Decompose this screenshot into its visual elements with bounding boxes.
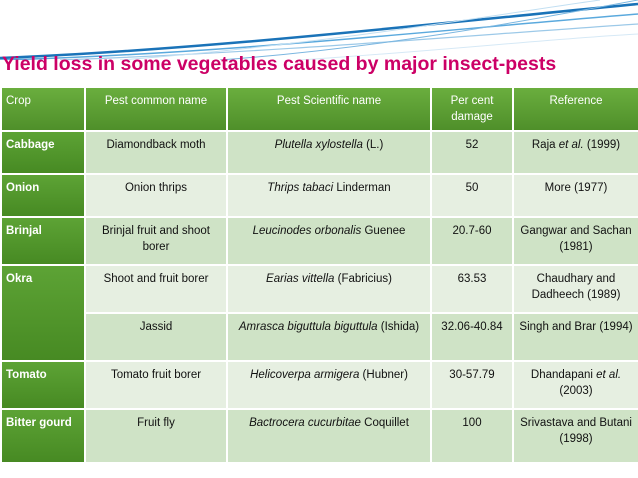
table-row: Brinjal Brinjal fruit and shoot borer Le… xyxy=(2,218,638,264)
table-row: Jassid Amrasca biguttula biguttula (Ishi… xyxy=(2,314,638,360)
pest-scientific-cell: Bactrocera cucurbitae Coquillet xyxy=(228,410,430,462)
reference-text: Dhandapani xyxy=(530,369,597,381)
table-row: Tomato Tomato fruit borer Helicoverpa ar… xyxy=(2,362,638,408)
table-row: Onion Onion thrips Thrips tabaci Linderm… xyxy=(2,175,638,216)
reference-cell: Dhandapani et al. (2003) xyxy=(514,362,638,408)
pest-common-cell: Tomato fruit borer xyxy=(86,362,226,408)
header-pest-scientific-name: Pest Scientific name xyxy=(228,88,430,130)
pest-scientific-cell: Amrasca biguttula biguttula (Ishida) xyxy=(228,314,430,360)
header-pest-common-name: Pest common name xyxy=(86,88,226,130)
reference-et-al: et al. xyxy=(596,369,622,381)
pest-common-cell: Brinjal fruit and shoot borer xyxy=(86,218,226,264)
scientific-name-italic: Bactrocera cucurbitae xyxy=(249,417,361,429)
damage-cell: 32.06-40.84 xyxy=(432,314,512,360)
reference-cell: Gangwar and Sachan (1981) xyxy=(514,218,638,264)
pest-common-cell: Onion thrips xyxy=(86,175,226,216)
reference-cell: Singh and Brar (1994) xyxy=(514,314,638,360)
crop-cell: Okra xyxy=(2,266,84,360)
reference-cell: Raja et al. (1999) xyxy=(514,132,638,173)
scientific-name-authority: Linderman xyxy=(333,182,391,194)
scientific-name-italic: Plutella xylostella xyxy=(274,139,363,151)
scientific-name-authority: (Fabricius) xyxy=(334,273,392,285)
reference-text: Srivastava and Butani (1998) xyxy=(520,417,632,445)
scientific-name-italic: Helicoverpa armigera xyxy=(250,369,360,381)
table-row: Okra Shoot and fruit borer Earias vittel… xyxy=(2,266,638,360)
scientific-name-italic: Amrasca biguttula biguttula xyxy=(238,321,378,333)
pest-common-cell: Fruit fly xyxy=(86,410,226,462)
pest-scientific-cell: Leucinodes orbonalis Guenee xyxy=(228,218,430,264)
reference-cell: Srivastava and Butani (1998) xyxy=(514,410,638,462)
scientific-name-authority: (Hubner) xyxy=(359,369,408,381)
reference-text: Chaudhary and Dadheech (1989) xyxy=(531,273,621,301)
damage-cell: 50 xyxy=(432,175,512,216)
scientific-name-authority: (L.) xyxy=(362,139,384,151)
scientific-name-authority: (Ishida) xyxy=(377,321,420,333)
damage-cell: 52 xyxy=(432,132,512,173)
reference-year: (2003) xyxy=(559,385,593,397)
header-per-cent-damage: Per cent damage xyxy=(432,88,512,130)
pest-common-cell: Diamondback moth xyxy=(86,132,226,173)
header-crop: Crop xyxy=(2,88,84,130)
scientific-name-authority: Guenee xyxy=(361,225,406,237)
pest-scientific-cell: Plutella xylostella (L.) xyxy=(228,132,430,173)
crop-cell: Cabbage xyxy=(2,132,84,173)
crop-cell: Tomato xyxy=(2,362,84,408)
scientific-name-italic: Earias vittella xyxy=(266,273,335,285)
yield-loss-table: Crop Pest common name Pest Scientific na… xyxy=(0,86,638,464)
scientific-name-italic: Thrips tabaci xyxy=(267,182,334,194)
reference-et-al: et al. xyxy=(558,139,584,151)
table-row: Cabbage Diamondback moth Plutella xylost… xyxy=(2,132,638,173)
reference-text: Gangwar and Sachan (1981) xyxy=(520,225,632,253)
pest-scientific-cell: Helicoverpa armigera (Hubner) xyxy=(228,362,430,408)
crop-cell: Onion xyxy=(2,175,84,216)
damage-cell: 20.7-60 xyxy=(432,218,512,264)
reference-cell: Chaudhary and Dadheech (1989) xyxy=(514,266,638,312)
damage-cell: 63.53 xyxy=(432,266,512,312)
damage-cell: 100 xyxy=(432,410,512,462)
pest-common-cell: Shoot and fruit borer xyxy=(86,266,226,312)
crop-cell: Brinjal xyxy=(2,218,84,264)
reference-cell: More (1977) xyxy=(514,175,638,216)
decorative-wave-lines xyxy=(0,0,638,60)
damage-cell: 30-57.79 xyxy=(432,362,512,408)
reference-text: Raja xyxy=(531,139,559,151)
scientific-name-italic: Leucinodes orbonalis xyxy=(252,225,362,237)
pest-common-cell: Jassid xyxy=(86,314,226,360)
pest-scientific-cell: Earias vittella (Fabricius) xyxy=(228,266,430,312)
reference-text: Singh and Brar (1994) xyxy=(519,321,633,333)
table-row: Bitter gourd Fruit fly Bactrocera cucurb… xyxy=(2,410,638,462)
pest-scientific-cell: Thrips tabaci Linderman xyxy=(228,175,430,216)
crop-cell: Bitter gourd xyxy=(2,410,84,462)
header-row: Crop Pest common name Pest Scientific na… xyxy=(2,88,638,130)
scientific-name-authority: Coquillet xyxy=(360,417,409,429)
slide-title: Yield loss in some vegetables caused by … xyxy=(2,53,557,75)
reference-year: (1999) xyxy=(583,139,621,151)
reference-text: More (1977) xyxy=(544,182,608,194)
header-reference: Reference xyxy=(514,88,638,130)
